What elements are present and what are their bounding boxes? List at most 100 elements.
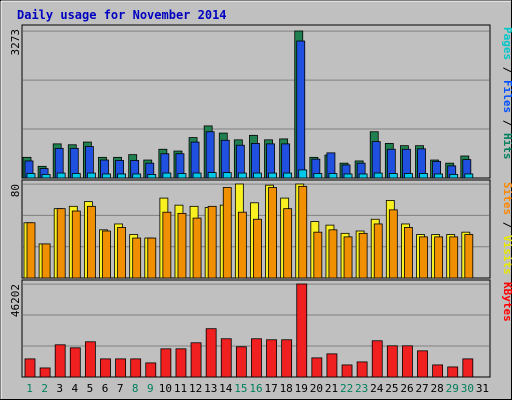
bar-hits-files-day-12 [190, 141, 200, 179]
bar-visits-sites-day-23 [358, 232, 368, 279]
bar-visits-sites-day-17 [268, 187, 277, 279]
bar-kbytes-kbytes-day-14 [220, 338, 232, 378]
day-label-11: 11 [174, 382, 187, 395]
bar-kbytes-kbytes-day-3 [54, 344, 66, 378]
series-kbytes [24, 283, 474, 378]
day-label-16: 16 [249, 382, 262, 395]
legend-part: KBytes [501, 282, 512, 322]
day-label-28: 28 [431, 382, 444, 395]
day-label-20: 20 [310, 382, 323, 395]
bar-hits-pages-day-30 [464, 173, 474, 179]
legend-part: Pages [501, 27, 512, 60]
bar-hits-pages-day-23 [358, 173, 368, 179]
bar-hits-pages-day-10 [162, 172, 172, 179]
bar-kbytes-kbytes-day-27 [417, 350, 428, 378]
bar-visits-sites-day-19 [298, 185, 308, 279]
day-label-19: 19 [295, 382, 308, 395]
bar-visits-sites-day-14 [222, 187, 232, 279]
bar-hits-pages-day-26 [404, 173, 413, 179]
bar-visits-sites-day-21 [328, 229, 338, 279]
bar-visits-sites-day-16 [253, 218, 262, 279]
bar-visits-sites-day-25 [388, 209, 398, 279]
bar-kbytes-kbytes-day-26 [402, 345, 413, 378]
panel-hits: 3273 Pages / Files / Hits [9, 24, 512, 179]
bar-kbytes-kbytes-day-9 [145, 362, 157, 378]
bar-visits-sites-day-24 [373, 223, 383, 279]
panel-hits-legend: Pages / Files / Hits [501, 27, 512, 160]
bar-hits-pages-day-11 [177, 173, 187, 179]
day-label-9: 9 [147, 382, 154, 395]
bar-kbytes-kbytes-day-11 [175, 348, 187, 378]
bar-kbytes-kbytes-day-10 [160, 348, 172, 378]
legend-part: Sites [501, 182, 512, 215]
bar-kbytes-kbytes-day-13 [205, 328, 217, 378]
day-label-1: 1 [26, 382, 33, 395]
series-pages [26, 169, 474, 179]
chart-title: Daily usage for November 2014 [17, 8, 227, 22]
bar-visits-sites-day-1 [26, 222, 36, 279]
bar-visits-sites-day-15 [237, 211, 247, 279]
legend-part: Hits [501, 133, 512, 160]
bar-kbytes-kbytes-day-15 [235, 346, 247, 378]
bar-kbytes-kbytes-day-5 [84, 341, 96, 378]
bar-kbytes-kbytes-day-22 [341, 364, 353, 378]
day-label-30: 30 [461, 382, 474, 395]
bar-kbytes-kbytes-day-19 [296, 283, 308, 378]
bar-hits-pages-day-7 [117, 173, 126, 179]
bar-hits-pages-day-5 [86, 172, 96, 179]
bar-hits-files-day-13 [205, 131, 215, 179]
bar-kbytes-kbytes-day-4 [69, 347, 81, 378]
bar-hits-pages-day-24 [373, 172, 383, 179]
bar-kbytes-kbytes-day-6 [100, 358, 111, 378]
bar-visits-sites-day-13 [207, 205, 217, 279]
bar-kbytes-kbytes-day-8 [130, 358, 142, 378]
bar-kbytes-kbytes-day-30 [462, 358, 474, 378]
bar-visits-sites-day-26 [404, 227, 413, 279]
day-label-23: 23 [355, 382, 368, 395]
x-axis-day-labels: 1 2 3 4 5 6 7 8 9 10 11 12 13 14 15 16 17 18 19 20 21 22 23 24 2… [26, 382, 489, 395]
day-label-7: 7 [117, 382, 124, 395]
bar-hits-pages-day-21 [328, 173, 338, 179]
panel-kbytes-max-label: 46202 [9, 284, 22, 317]
bar-hits-pages-day-15 [237, 172, 247, 179]
day-label-27: 27 [415, 382, 428, 395]
bar-kbytes-kbytes-day-7 [115, 358, 126, 378]
day-label-8: 8 [132, 382, 139, 395]
panel-visits: 80 Sites / Visits [9, 179, 512, 279]
panel-visits-max-label: 80 [9, 184, 22, 197]
bar-kbytes-kbytes-day-18 [281, 339, 293, 378]
bar-visits-sites-day-8 [132, 237, 142, 279]
bar-hits-pages-day-2 [41, 174, 51, 179]
bar-hits-pages-day-4 [71, 173, 81, 179]
bar-hits-pages-day-28 [434, 173, 444, 179]
bar-hits-pages-day-18 [283, 172, 293, 179]
bar-hits-pages-day-6 [102, 173, 111, 179]
day-label-24: 24 [370, 382, 384, 395]
bar-kbytes-kbytes-day-28 [432, 364, 444, 378]
legend-part: / [501, 215, 512, 235]
legend-part: Visits [501, 235, 512, 275]
bar-kbytes-kbytes-day-2 [39, 367, 51, 378]
day-label-15: 15 [234, 382, 247, 395]
bar-visits-sites-day-10 [162, 211, 172, 279]
bar-kbytes-kbytes-day-24 [371, 340, 383, 378]
bar-kbytes-kbytes-day-20 [311, 357, 323, 378]
bar-visits-sites-day-29 [449, 236, 459, 279]
bar-hits-files-day-19 [296, 40, 306, 179]
bar-hits-pages-day-3 [56, 172, 66, 179]
bar-kbytes-kbytes-day-25 [386, 345, 398, 378]
bar-visits-sites-day-7 [117, 227, 126, 279]
bar-kbytes-kbytes-day-16 [251, 338, 262, 378]
bar-visits-sites-day-28 [434, 236, 444, 279]
bar-hits-pages-day-17 [268, 172, 277, 179]
bar-hits-pages-day-16 [253, 172, 262, 179]
day-label-5: 5 [87, 382, 94, 395]
bar-hits-pages-day-25 [388, 173, 398, 179]
bar-visits-sites-day-12 [192, 217, 202, 279]
bar-hits-pages-day-8 [132, 173, 142, 179]
series-files [24, 40, 472, 179]
bar-visits-sites-day-18 [283, 208, 293, 279]
day-label-21: 21 [325, 382, 338, 395]
day-label-3: 3 [56, 382, 63, 395]
day-label-2: 2 [41, 382, 48, 395]
